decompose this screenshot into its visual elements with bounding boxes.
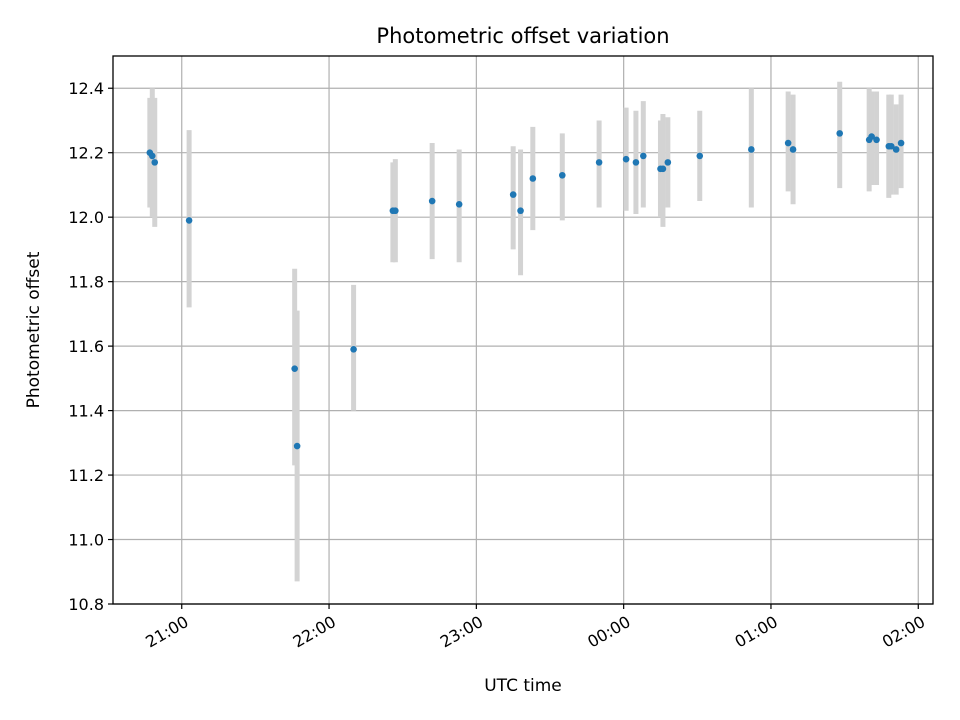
data-point: [517, 207, 524, 215]
data-point: [748, 146, 755, 153]
y-tick-label: 11.2: [68, 466, 104, 485]
y-tick-label: 10.8: [68, 595, 104, 614]
data-point: [185, 217, 193, 224]
data-points: [146, 130, 905, 450]
data-point: [664, 159, 672, 166]
y-axis-label: Photometric offset: [24, 251, 44, 408]
data-point: [428, 197, 436, 205]
y-tick-label: 12.0: [68, 208, 104, 227]
data-point: [558, 171, 566, 179]
data-point: [897, 139, 905, 147]
data-point: [789, 146, 797, 153]
data-point: [148, 152, 156, 160]
x-axis-label: UTC time: [484, 676, 562, 696]
chart-title: Photometric offset variation: [376, 24, 669, 48]
data-point: [595, 159, 603, 166]
y-tick-label: 12.2: [68, 144, 104, 163]
plot-frame: [112, 55, 934, 605]
data-point: [696, 152, 704, 160]
data-point: [784, 139, 792, 147]
y-tick-label: 11.4: [68, 402, 104, 421]
data-point: [455, 200, 463, 208]
data-point: [892, 146, 900, 153]
data-point: [151, 159, 159, 166]
y-tick-label: 12.4: [68, 79, 104, 98]
data-point: [291, 365, 298, 372]
data-point: [639, 152, 647, 160]
data-point: [873, 136, 880, 144]
data-point: [293, 442, 301, 450]
y-axis-ticks: 10.8 11.0 11.2 11.4 11.6 11.8 12.0 12.2 12.4: [68, 79, 113, 614]
y-tick-label: 11.8: [68, 273, 104, 292]
data-point: [868, 133, 875, 140]
y-tick-label: 11.6: [68, 337, 104, 356]
data-point: [632, 159, 640, 166]
data-point: [622, 155, 630, 163]
data-point: [887, 142, 895, 150]
data-point: [509, 191, 517, 198]
data-point: [836, 130, 844, 137]
data-point: [529, 175, 537, 182]
data-point: [392, 207, 399, 215]
data-point: [350, 346, 357, 353]
y-tick-label: 11.0: [68, 531, 104, 550]
data-point: [659, 165, 667, 173]
